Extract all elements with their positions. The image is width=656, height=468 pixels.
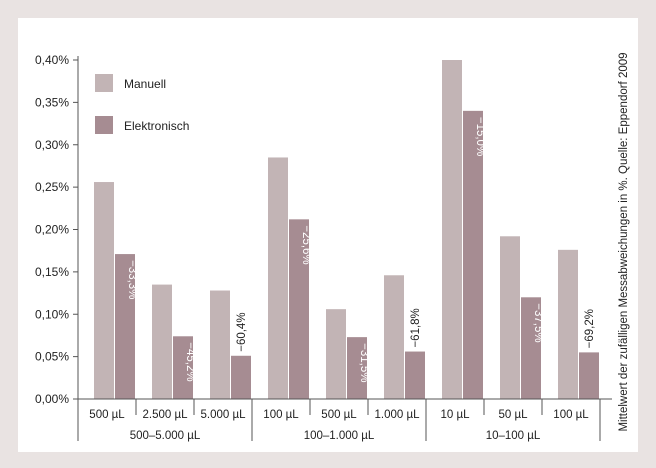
bar-elektronisch-5 (405, 351, 425, 399)
bar-elektronisch-1 (173, 336, 193, 399)
bar-label-0: −33,3% (126, 260, 138, 299)
y-tick-label-1: 0,05% (35, 350, 69, 364)
y-tick-label-7: 0,35% (35, 95, 69, 109)
legend-swatch-1 (95, 116, 113, 134)
bar-label-4: −31,5% (358, 343, 370, 382)
x-tick-label-0: 500 µL (89, 409, 125, 421)
group-label-0: 500–5.000 µL (130, 430, 201, 442)
bar-label-1: −45,2% (184, 342, 196, 381)
x-tick-label-4: 500 µL (321, 409, 357, 421)
bar-manuell-4 (326, 309, 346, 399)
bar-manuell-0 (94, 182, 114, 399)
bar-elektronisch-6 (463, 110, 483, 399)
bar-manuell-2 (210, 290, 230, 399)
bar-elektronisch-7 (521, 297, 541, 399)
bar-elektronisch-0 (115, 254, 135, 399)
y-tick-label-4: 0,20% (35, 223, 69, 237)
y-tick-label-8: 0,40% (35, 53, 69, 67)
y-tick-label-2: 0,10% (35, 307, 69, 321)
x-tick-label-5: 1.000 µL (375, 409, 421, 421)
bar-elektronisch-8 (579, 352, 599, 399)
x-tick-label-6: 10 µL (440, 409, 470, 421)
bar-elektronisch-2 (231, 355, 251, 399)
y-tick-label-6: 0,30% (35, 138, 69, 152)
bar-elektronisch-4 (347, 337, 367, 399)
bar-label-8: −69,2% (584, 309, 596, 348)
bar-manuell-8 (558, 249, 578, 399)
x-tick-label-2: 5.000 µL (201, 409, 247, 421)
x-tick-label-8: 100 µL (553, 409, 589, 421)
bar-manuell-1 (152, 284, 172, 399)
x-tick-label-7: 50 µL (498, 409, 528, 421)
x-tick-label-3: 100 µL (263, 409, 299, 421)
group-label-1: 100–1.000 µL (304, 430, 375, 442)
legend-swatch-0 (95, 74, 113, 92)
bar-label-2: −60,4% (236, 312, 248, 351)
chart-panel: 0,00% 0,05% 0,10% 0,15% 0,20% 0,25% 0,30% 0,35%… (18, 18, 638, 452)
bar-label-5: −61,8% (410, 308, 422, 347)
bar-elektronisch-3 (289, 219, 309, 399)
x-tick-label-1: 2.500 µL (143, 409, 189, 421)
legend-label-0: Manuell (124, 77, 166, 91)
y-tick-label-3: 0,15% (35, 265, 69, 279)
source-note: Mittelwert der zufälligen Messabweichung… (618, 52, 630, 431)
bar-manuell-3 (268, 157, 288, 399)
bar-label-7: −37,5% (532, 303, 544, 342)
legend-label-1: Elektronisch (124, 119, 189, 133)
bar-manuell-7 (500, 236, 520, 399)
bar-label-6: −15,0% (474, 117, 486, 156)
bar-manuell-6 (442, 60, 462, 399)
y-tick-label-0: 0,00% (35, 392, 69, 406)
bar-label-3: −25,6% (300, 225, 312, 264)
bar-chart: 0,00% 0,05% 0,10% 0,15% 0,20% 0,25% 0,30% 0,35%… (35, 52, 630, 442)
bar-manuell-5 (384, 275, 404, 399)
y-tick-label-5: 0,25% (35, 180, 69, 194)
group-label-2: 10–100 µL (486, 430, 541, 442)
